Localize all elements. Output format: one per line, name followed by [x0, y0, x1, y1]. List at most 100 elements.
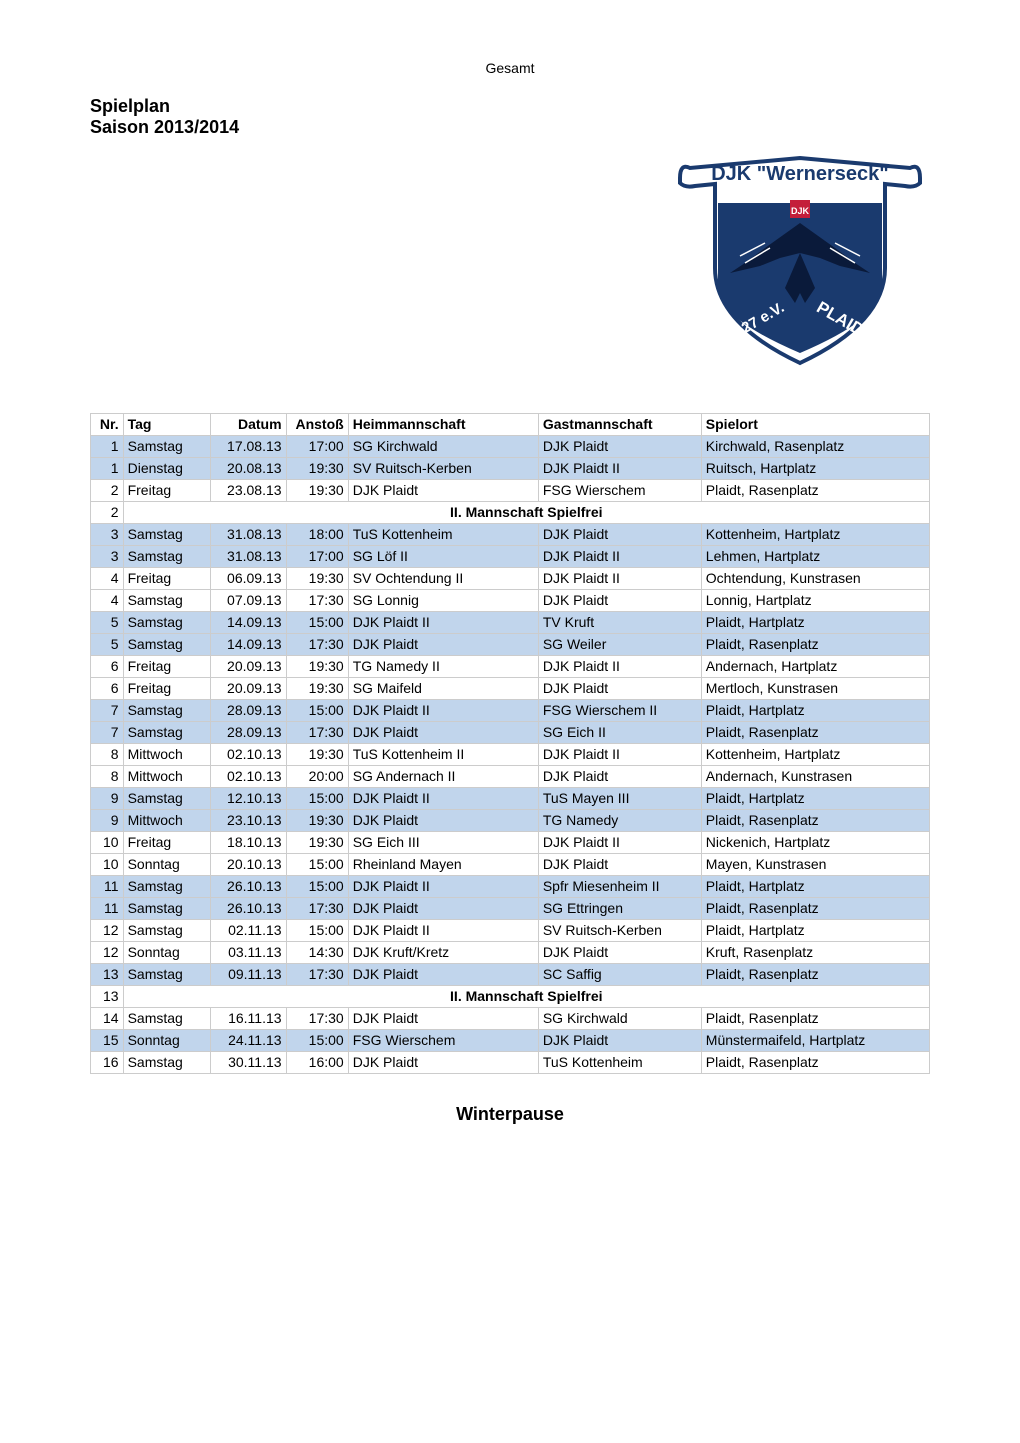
cell-tag: Samstag: [123, 1052, 210, 1074]
cell-nr: 4: [91, 568, 124, 590]
cell-heim: DJK Plaidt: [348, 634, 538, 656]
cell-gast: DJK Plaidt II: [538, 458, 701, 480]
table-row: 1Samstag17.08.1317:00SG KirchwaldDJK Pla…: [91, 436, 930, 458]
cell-nr: 2: [91, 502, 124, 524]
cell-tag: Sonntag: [123, 942, 210, 964]
cell-ort: Plaidt, Hartplatz: [701, 876, 929, 898]
cell-anstoss: 15:00: [286, 854, 348, 876]
cell-ort: Lonnig, Hartplatz: [701, 590, 929, 612]
cell-datum: 14.09.13: [210, 612, 286, 634]
cell-datum: 12.10.13: [210, 788, 286, 810]
cell-gast: SG Weiler: [538, 634, 701, 656]
cell-heim: DJK Plaidt II: [348, 876, 538, 898]
cell-heim: SV Ruitsch-Kerben: [348, 458, 538, 480]
cell-gast: FSG Wierschem II: [538, 700, 701, 722]
cell-gast: DJK Plaidt II: [538, 546, 701, 568]
cell-tag: Samstag: [123, 634, 210, 656]
cell-nr: 4: [91, 590, 124, 612]
cell-ort: Nickenich, Hartplatz: [701, 832, 929, 854]
col-header-gast: Gastmannschaft: [538, 414, 701, 436]
cell-gast: TG Namedy: [538, 810, 701, 832]
table-row: 13Samstag09.11.1317:30DJK PlaidtSC Saffi…: [91, 964, 930, 986]
cell-datum: 07.09.13: [210, 590, 286, 612]
cell-datum: 03.11.13: [210, 942, 286, 964]
table-row: 10Freitag18.10.1319:30SG Eich IIIDJK Pla…: [91, 832, 930, 854]
cell-heim: SG Lonnig: [348, 590, 538, 612]
cell-ort: Plaidt, Hartplatz: [701, 788, 929, 810]
cell-heim: DJK Plaidt: [348, 898, 538, 920]
table-row: 5Samstag14.09.1315:00DJK Plaidt IITV Kru…: [91, 612, 930, 634]
cell-nr: 5: [91, 634, 124, 656]
cell-heim: SG Maifeld: [348, 678, 538, 700]
cell-anstoss: 15:00: [286, 1030, 348, 1052]
cell-nr: 1: [91, 458, 124, 480]
cell-ort: Plaidt, Rasenplatz: [701, 898, 929, 920]
cell-heim: SV Ochtendung II: [348, 568, 538, 590]
cell-ort: Plaidt, Hartplatz: [701, 612, 929, 634]
cell-tag: Samstag: [123, 722, 210, 744]
cell-datum: 20.09.13: [210, 656, 286, 678]
cell-ort: Plaidt, Hartplatz: [701, 920, 929, 942]
table-row: 2Freitag23.08.1319:30DJK PlaidtFSG Wiers…: [91, 480, 930, 502]
cell-heim: DJK Plaidt: [348, 722, 538, 744]
cell-ort: Plaidt, Rasenplatz: [701, 722, 929, 744]
cell-anstoss: 17:00: [286, 436, 348, 458]
cell-tag: Mittwoch: [123, 810, 210, 832]
cell-nr: 10: [91, 832, 124, 854]
cell-heim: DJK Plaidt II: [348, 920, 538, 942]
cell-gast: TV Kruft: [538, 612, 701, 634]
cell-datum: 30.11.13: [210, 1052, 286, 1074]
cell-gast: DJK Plaidt: [538, 436, 701, 458]
cell-anstoss: 17:00: [286, 546, 348, 568]
cell-tag: Samstag: [123, 524, 210, 546]
cell-ort: Plaidt, Rasenplatz: [701, 1008, 929, 1030]
cell-anstoss: 18:00: [286, 524, 348, 546]
cell-heim: TuS Kottenheim II: [348, 744, 538, 766]
table-row: 9Samstag12.10.1315:00DJK Plaidt IITuS Ma…: [91, 788, 930, 810]
cell-ort: Kottenheim, Hartplatz: [701, 524, 929, 546]
cell-ort: Ruitsch, Hartplatz: [701, 458, 929, 480]
cell-heim: DJK Plaidt: [348, 1008, 538, 1030]
table-row: 1Dienstag20.08.1319:30SV Ruitsch-KerbenD…: [91, 458, 930, 480]
cell-heim: SG Löf II: [348, 546, 538, 568]
cell-tag: Samstag: [123, 788, 210, 810]
cell-nr: 11: [91, 898, 124, 920]
cell-heim: TuS Kottenheim: [348, 524, 538, 546]
cell-datum: 06.09.13: [210, 568, 286, 590]
cell-datum: 02.10.13: [210, 744, 286, 766]
cell-ort: Kirchwald, Rasenplatz: [701, 436, 929, 458]
table-row: 13II. Mannschaft Spielfrei: [91, 986, 930, 1008]
cell-gast: TuS Mayen III: [538, 788, 701, 810]
cell-heim: DJK Plaidt II: [348, 612, 538, 634]
cell-datum: 26.10.13: [210, 898, 286, 920]
table-row: 7Samstag28.09.1317:30DJK PlaidtSG Eich I…: [91, 722, 930, 744]
cell-nr: 16: [91, 1052, 124, 1074]
cell-nr: 1: [91, 436, 124, 458]
cell-tag: Samstag: [123, 898, 210, 920]
table-row: 5Samstag14.09.1317:30DJK PlaidtSG Weiler…: [91, 634, 930, 656]
cell-datum: 02.10.13: [210, 766, 286, 788]
table-row: 12Sonntag03.11.1314:30DJK Kruft/KretzDJK…: [91, 942, 930, 964]
cell-ort: Andernach, Hartplatz: [701, 656, 929, 678]
cell-tag: Samstag: [123, 964, 210, 986]
table-row: 11Samstag26.10.1317:30DJK PlaidtSG Ettri…: [91, 898, 930, 920]
cell-anstoss: 19:30: [286, 458, 348, 480]
title-line-1: Spielplan: [90, 96, 930, 117]
cell-nr: 13: [91, 964, 124, 986]
cell-heim: TG Namedy II: [348, 656, 538, 678]
cell-anstoss: 15:00: [286, 700, 348, 722]
cell-tag: Samstag: [123, 546, 210, 568]
cell-anstoss: 17:30: [286, 590, 348, 612]
cell-anstoss: 15:00: [286, 612, 348, 634]
table-header-row: Nr. Tag Datum Anstoß Heimmannschaft Gast…: [91, 414, 930, 436]
cell-datum: 20.08.13: [210, 458, 286, 480]
cell-anstoss: 19:30: [286, 810, 348, 832]
cell-heim: DJK Plaidt: [348, 964, 538, 986]
cell-anstoss: 16:00: [286, 1052, 348, 1074]
col-header-ort: Spielort: [701, 414, 929, 436]
cell-nr: 13: [91, 986, 124, 1008]
cell-ort: Münstermaifeld, Hartplatz: [701, 1030, 929, 1052]
cell-nr: 7: [91, 722, 124, 744]
cell-gast: SG Ettringen: [538, 898, 701, 920]
cell-datum: 24.11.13: [210, 1030, 286, 1052]
